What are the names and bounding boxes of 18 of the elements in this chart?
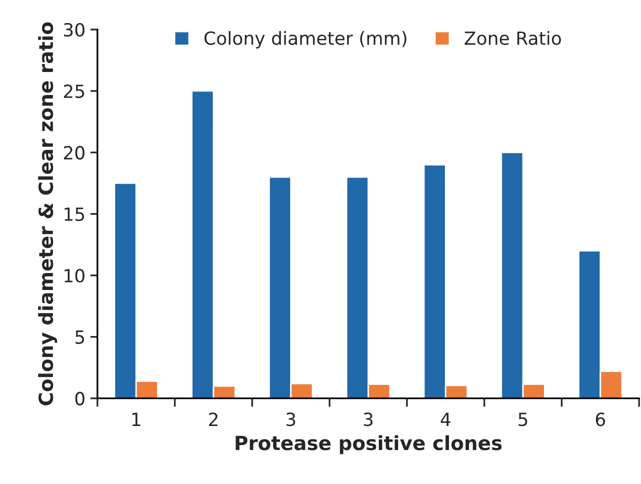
y-tick-label: 25 [64,84,84,98]
x-axis-title: Protease positive clones [236,435,502,454]
y-tick-label: 20 [64,146,84,160]
legend-label: Zone Ratio [464,31,561,45]
y-tick-label: 5 [76,330,84,344]
y-tick-label: 10 [64,268,84,283]
x-tick-label: 2 [209,412,218,426]
x-tick-label: 1 [132,412,140,426]
legend-label: Colony diameter (mm) [204,31,406,48]
y-tick-label: 30 [64,22,84,37]
x-tick-label: 4 [440,412,450,426]
x-tick-label: 5 [518,412,528,426]
x-tick-label: 3 [286,412,296,426]
x-tick-label: 3 [364,412,373,426]
y-axis-title: Colony diameter & Clear zone ratio [38,22,58,406]
y-tick-label: 15 [64,208,84,222]
x-tick-label: 6 [596,412,605,426]
y-tick-label: 0 [75,392,84,406]
